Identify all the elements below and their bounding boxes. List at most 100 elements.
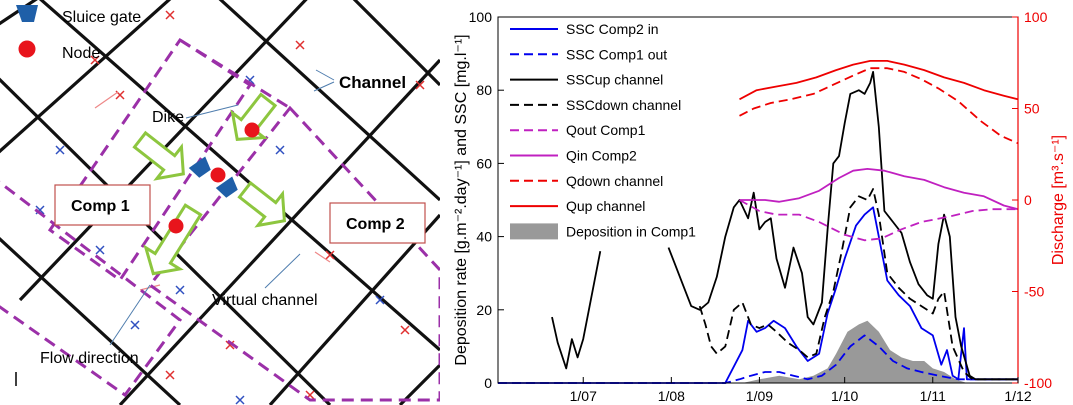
left-tick-label: 20 [476, 302, 492, 318]
series-line-qout-comp1 [739, 199, 1018, 242]
channel-tick-mark [375, 295, 385, 305]
flow-arrows [132, 92, 286, 276]
right-axis-label: Discharge [m³.s⁻¹] [1050, 135, 1067, 265]
series-layer [498, 60, 1019, 384]
series-line-sscup-channel [667, 71, 1018, 381]
flow-direction-label: Flow direction [40, 350, 139, 367]
map-legend: Sluice gate Node [16, 5, 141, 62]
flow-arrow [237, 180, 286, 228]
channel-pointer-1 [315, 69, 335, 81]
channel-tick-mark [130, 320, 140, 330]
channel-tick-mark [90, 55, 100, 65]
channel-tick-mark [295, 40, 305, 50]
legend-swatch [510, 223, 558, 240]
chart-legend: SSC Comp2 in SSC Comp1 out SSCup channel SS… [510, 21, 696, 240]
channel-tick-mark [235, 395, 245, 405]
legend-label: SSCdown channel [566, 97, 681, 113]
channel-tick-mark [400, 325, 410, 335]
channel-line [38, 0, 440, 352]
dike-outlines [0, 37, 440, 402]
x-tick-label: 1/07 [570, 388, 597, 404]
dike-label: Dike [152, 109, 184, 126]
virtual-channel-line [314, 251, 331, 263]
right-tick-label: -100 [1024, 375, 1052, 391]
node-icon [210, 167, 226, 183]
channel-tick-mark [165, 370, 175, 380]
x-tick-label: 1/10 [831, 388, 858, 404]
channel-tick-mark [175, 285, 185, 295]
channel-line [118, 58, 440, 405]
node-icon [244, 122, 260, 138]
left-tick-label: 80 [476, 82, 492, 98]
comp1-label: Comp 1 [71, 198, 130, 215]
right-axis: -100 -50 0 50 100 [1012, 9, 1052, 391]
left-tick-label: 40 [476, 229, 492, 245]
series-line-ssc-comp1-out [498, 334, 1018, 384]
gates-and-nodes [168, 122, 260, 234]
series-line-qin-comp2 [739, 168, 1019, 211]
legend-label: SSCup channel [566, 72, 663, 88]
legend-label: Qdown channel [566, 173, 663, 189]
channel-tick-mark [325, 250, 335, 260]
virtual-channel-label: Virtual channel [212, 292, 318, 309]
channel-tick-mark [165, 10, 175, 20]
dike-segment [179, 38, 291, 110]
legend-label: SSC Comp1 out [566, 46, 667, 62]
legend-label: SSC Comp2 in [566, 21, 659, 37]
left-axis: 0 20 40 60 80 100 [469, 9, 504, 391]
series-line-qdown-channel [739, 67, 1019, 145]
legend-label: Deposition in Comp1 [566, 223, 696, 239]
comp1-box [54, 184, 151, 226]
channel-line [352, 0, 440, 87]
right-tick-label: 100 [1024, 9, 1048, 25]
left-tick-label: 100 [469, 9, 493, 25]
comp2-dike [147, 105, 440, 402]
sluice-gate-icon [16, 5, 38, 22]
legend-label: Qin Comp2 [566, 148, 637, 164]
legend-label: Qout Comp1 [566, 122, 646, 138]
series-line-qup-channel [739, 60, 1019, 101]
channel-network [0, 0, 440, 405]
channel-line [0, 0, 172, 154]
x-tick-label: 1/11 [920, 388, 946, 404]
flow-direction-pointer [109, 284, 151, 346]
x-tick-label: 1/08 [658, 388, 685, 404]
sluice-gate-icon [188, 156, 211, 178]
deposition-area-layer [742, 320, 967, 383]
series-line-sscup-channel [551, 251, 602, 370]
virtual-channel-pointer [264, 253, 301, 289]
sluice-gate-icon [215, 176, 238, 198]
dike-pointer [185, 104, 239, 119]
x-tick-label: 1/09 [746, 388, 773, 404]
node-icon [18, 40, 36, 58]
comp1-dike-inner [47, 37, 253, 283]
channel-label: Channel [339, 73, 406, 92]
right-tick-label: 50 [1024, 101, 1040, 117]
series-line-ssc-comp2-in [498, 206, 1018, 384]
channel-line [218, 0, 440, 202]
channel-line [398, 363, 440, 405]
virtual-channel-line [94, 91, 119, 109]
right-tick-label: -50 [1024, 284, 1044, 300]
comp2-box [329, 202, 426, 244]
legend-node-label: Node [62, 45, 100, 62]
flow-arrow [132, 130, 185, 181]
legend-label: Qup channel [566, 198, 645, 214]
network-diagram: Sluice gate Node Dike Channel Comp 1 Com… [0, 0, 440, 405]
x-tick-label: 1/12 [1004, 388, 1031, 404]
channel-tick-mark [95, 245, 105, 255]
legend-sluice-gate-label: Sluice gate [62, 9, 141, 26]
flow-arrow [143, 203, 203, 276]
left-axis-label: Deposition rate [g.m⁻².day⁻¹] and SSC [m… [453, 34, 470, 365]
channel-line [0, 77, 332, 405]
x-axis: 1/07 1/08 1/09 1/10 1/11 1/12 [570, 377, 1032, 404]
channel-pointer-2 [313, 81, 335, 92]
right-tick-label: 0 [1024, 192, 1032, 208]
flow-arrow [230, 92, 278, 141]
deposition-area [742, 320, 967, 383]
virtual-channel-line [139, 284, 161, 291]
comp1-dike [0, 180, 183, 398]
channel-line [0, 237, 182, 405]
